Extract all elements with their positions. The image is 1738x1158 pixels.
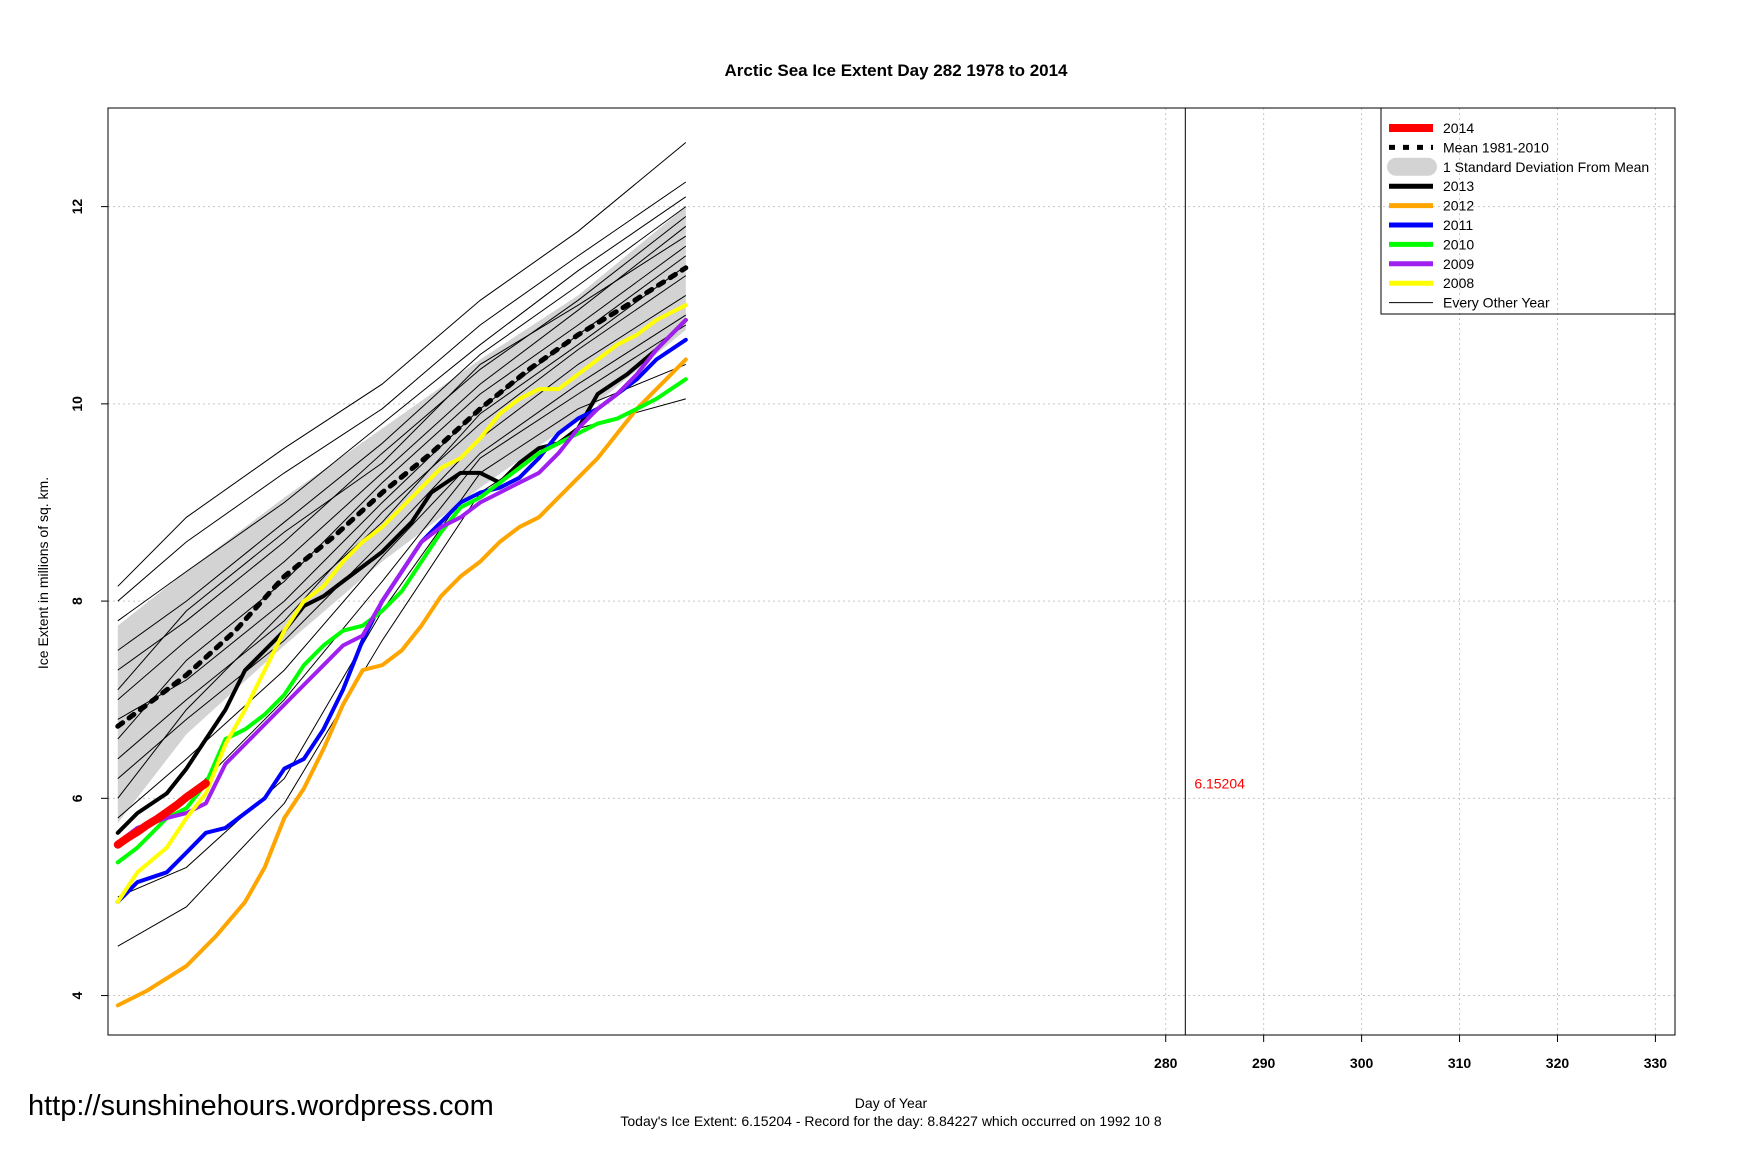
legend-label: 2013 — [1443, 178, 1474, 194]
x-tick-label: 290 — [1252, 1055, 1276, 1071]
other-year-line — [117, 142, 687, 587]
series-line-2014 — [113, 779, 210, 849]
legend: 2014 Mean 1981-2010 1 Standard Deviation F… — [1380, 107, 1676, 315]
series-line-2012 — [115, 357, 688, 1008]
other-year-line — [117, 225, 687, 701]
series-line-2013 — [115, 318, 688, 835]
series-line-2009 — [115, 318, 688, 845]
other-year-line — [117, 245, 687, 740]
x-tick-label: 280 — [1154, 1055, 1178, 1071]
legend-label: 2010 — [1443, 236, 1474, 252]
other-year-line — [117, 196, 687, 622]
sd-band — [117, 206, 686, 824]
series-line-mean — [115, 265, 689, 729]
legend-label: 2009 — [1443, 256, 1474, 272]
legend-label: 2012 — [1443, 198, 1474, 214]
y-tick-label: 8 — [69, 597, 85, 605]
y-tick-label: 4 — [69, 991, 85, 999]
chart-title: Arctic Sea Ice Extent Day 282 1978 to 20… — [724, 61, 1068, 80]
plot-frame — [107, 107, 1676, 1036]
legend-label: 2011 — [1443, 217, 1473, 233]
legend-label: 2014 — [1443, 120, 1474, 136]
y-axis: 4 6 8 10 12 — [69, 199, 108, 999]
current-value-label: 6.15204 — [1194, 775, 1245, 791]
other-year-line — [117, 265, 687, 799]
x-tick-label: 330 — [1644, 1055, 1668, 1071]
x-tick-label: 310 — [1448, 1055, 1472, 1071]
x-tick-label: 300 — [1350, 1055, 1374, 1071]
series-line-2008 — [115, 303, 688, 904]
legend-label: Every Other Year — [1443, 295, 1550, 311]
other-year-line — [117, 314, 687, 819]
legend-label: 2008 — [1443, 275, 1474, 291]
legend-label: Mean 1981-2010 — [1443, 139, 1549, 155]
other-year-line — [117, 275, 687, 760]
x-axis-label: Day of Year — [855, 1095, 928, 1111]
other-year-line — [117, 181, 687, 602]
legend-label: 1 Standard Deviation From Mean — [1443, 159, 1649, 175]
legend-swatch-band — [1387, 157, 1437, 176]
x-axis: 280 290 300 310 320 330 — [1154, 1035, 1667, 1071]
y-axis-label: Ice Extent in millions of sq. km. — [35, 477, 51, 669]
footer-text: Today's Ice Extent: 6.15204 - Record for… — [620, 1113, 1161, 1129]
legend-box — [1380, 107, 1676, 315]
y-tick-label: 6 — [69, 794, 85, 802]
x-tick-label: 320 — [1546, 1055, 1570, 1071]
sd-band-area — [117, 206, 686, 824]
site-url: http://sunshinehours.wordpress.com — [28, 1090, 494, 1122]
other-year-line — [117, 216, 687, 671]
y-tick-label: 12 — [69, 199, 85, 215]
other-year-line — [117, 206, 687, 651]
series-lines — [113, 265, 689, 1008]
series-line-2010 — [115, 377, 688, 865]
other-year-line — [117, 294, 687, 779]
other-year-line — [117, 235, 687, 691]
y-tick-label: 10 — [69, 396, 85, 412]
